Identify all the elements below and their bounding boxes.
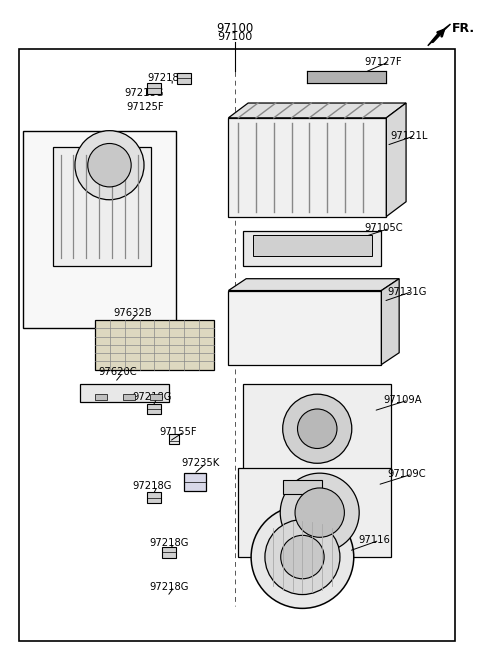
Bar: [147, 82, 161, 94]
Text: 97125F: 97125F: [127, 102, 164, 112]
Text: 97121L: 97121L: [390, 130, 428, 140]
Text: 97100: 97100: [216, 22, 254, 35]
Bar: [184, 473, 206, 491]
Circle shape: [75, 130, 144, 200]
Bar: [23, 130, 176, 328]
Text: 97109C: 97109C: [387, 469, 426, 479]
Bar: [147, 492, 161, 503]
Circle shape: [251, 505, 354, 608]
Circle shape: [88, 144, 131, 187]
Polygon shape: [386, 103, 406, 217]
Bar: [162, 547, 176, 557]
Polygon shape: [382, 279, 399, 364]
Text: 97218G: 97218G: [147, 73, 187, 83]
Polygon shape: [228, 118, 386, 217]
Text: 97116: 97116: [359, 535, 391, 545]
Bar: [228, 291, 382, 364]
Bar: [147, 404, 161, 414]
Polygon shape: [428, 24, 451, 46]
Bar: [283, 480, 322, 494]
Text: 97100: 97100: [218, 32, 253, 42]
Circle shape: [265, 519, 340, 595]
Bar: [243, 231, 382, 266]
Text: 97218G: 97218G: [132, 392, 172, 402]
Circle shape: [280, 473, 359, 552]
Text: 97218G: 97218G: [125, 88, 164, 98]
Bar: [177, 73, 191, 84]
Text: FR.: FR.: [452, 22, 475, 35]
Circle shape: [298, 409, 337, 448]
Text: 97218G: 97218G: [149, 538, 189, 548]
Text: 97632B: 97632B: [113, 309, 152, 319]
Polygon shape: [228, 279, 399, 291]
Bar: [243, 384, 391, 473]
Bar: [253, 235, 372, 256]
Bar: [95, 320, 214, 370]
Bar: [123, 394, 134, 400]
Circle shape: [295, 488, 344, 537]
Text: 97131G: 97131G: [387, 287, 427, 297]
Polygon shape: [228, 103, 406, 118]
Text: 97127F: 97127F: [365, 57, 402, 66]
Text: 97155F: 97155F: [159, 427, 197, 437]
Circle shape: [283, 394, 352, 464]
Bar: [169, 434, 179, 444]
Text: 97105C: 97105C: [365, 223, 403, 233]
Text: 97218G: 97218G: [132, 481, 172, 491]
Bar: [80, 384, 169, 402]
Text: 97235K: 97235K: [181, 458, 219, 468]
Circle shape: [281, 535, 324, 579]
Bar: [238, 468, 391, 557]
Bar: [53, 148, 151, 266]
Bar: [150, 394, 162, 400]
Text: 97109A: 97109A: [384, 395, 422, 405]
Text: 97620C: 97620C: [98, 368, 137, 378]
Bar: [95, 394, 107, 400]
Text: 97218G: 97218G: [149, 582, 189, 592]
